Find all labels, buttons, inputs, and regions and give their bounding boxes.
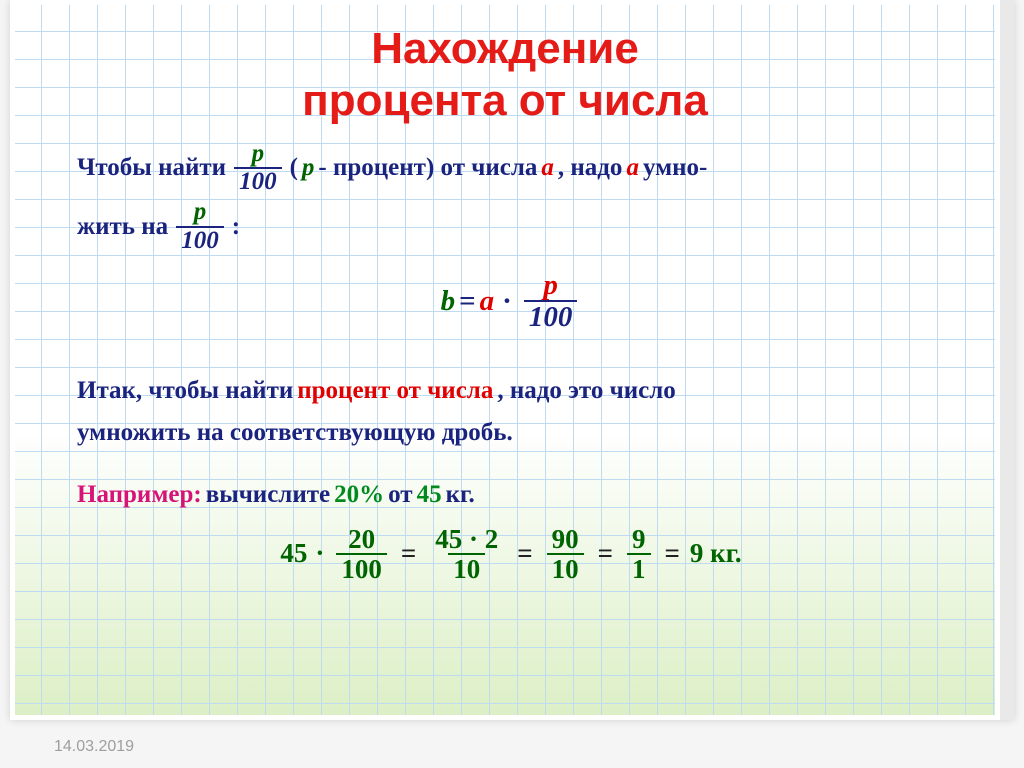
value-percent: 20% bbox=[334, 475, 384, 515]
numerator: 9 bbox=[627, 525, 651, 553]
denominator: 100 bbox=[524, 300, 578, 332]
text-segment: Итак, чтобы найти bbox=[77, 371, 293, 411]
title-line-1: Нахождение bbox=[371, 24, 639, 73]
numerator: 90 bbox=[547, 525, 584, 553]
text-segment: - процент) от числа bbox=[318, 148, 537, 188]
equals: = bbox=[459, 278, 476, 324]
calc-value: 45 bbox=[280, 532, 307, 575]
example-label: Например: bbox=[77, 475, 202, 515]
rule-line-1: Итак, чтобы найти процент от числа , над… bbox=[77, 371, 945, 411]
denominator: 10 bbox=[547, 553, 584, 583]
text-segment: кг. bbox=[446, 475, 475, 515]
numerator: p bbox=[189, 199, 212, 225]
slide-date: 14.03.2019 bbox=[54, 738, 134, 756]
text-segment: Чтобы найти bbox=[77, 148, 226, 188]
text-segment: , надо это число bbox=[497, 371, 675, 411]
dot-operator: · bbox=[498, 278, 516, 324]
denominator: 100 bbox=[336, 553, 387, 583]
equals: = bbox=[659, 532, 686, 575]
dot-operator: · bbox=[311, 532, 328, 575]
var-a: a bbox=[480, 278, 495, 324]
text-segment: умножить на соответствующую дробь. bbox=[77, 413, 513, 453]
text-segment: от bbox=[388, 475, 412, 515]
fraction-p-over-100: p 100 bbox=[524, 270, 578, 333]
rule-line-2: умножить на соответствующую дробь. bbox=[77, 413, 945, 453]
slide-title: Нахождение процента от числа bbox=[15, 5, 995, 137]
text-segment: умно- bbox=[643, 148, 707, 188]
denominator: 1 bbox=[627, 553, 651, 583]
sentence-1-line-1: Чтобы найти p 100 ( p - процент) от числ… bbox=[77, 141, 945, 196]
example-calculation: 45 · 20 100 = 45 · 2 10 = 90 10 = bbox=[77, 525, 945, 584]
var-b: b bbox=[441, 278, 456, 324]
slide-content: Чтобы найти p 100 ( p - процент) от числ… bbox=[15, 137, 995, 584]
equals: = bbox=[511, 532, 538, 575]
fraction-p-over-100: p 100 bbox=[176, 199, 224, 254]
text-segment: вычислите bbox=[206, 475, 330, 515]
text-segment: , надо bbox=[558, 148, 623, 188]
equals: = bbox=[592, 532, 619, 575]
slide-grid-bg: Нахождение процента от числа Чтобы найти… bbox=[15, 5, 995, 715]
equals: = bbox=[395, 532, 422, 575]
denominator: 10 bbox=[448, 553, 485, 583]
fraction: 45 · 2 10 bbox=[430, 525, 503, 584]
fraction-p-over-100: p 100 bbox=[234, 141, 282, 196]
fraction: 90 10 bbox=[547, 525, 584, 584]
slide-container: Нахождение процента от числа Чтобы найти… bbox=[10, 0, 1014, 720]
var-p: p bbox=[302, 148, 315, 188]
var-a: a bbox=[541, 148, 554, 188]
sentence-1-line-2: жить на p 100 : bbox=[77, 199, 945, 254]
text-segment: ( bbox=[290, 148, 298, 188]
denominator: 100 bbox=[176, 226, 224, 254]
numerator: p bbox=[538, 270, 563, 300]
text-segment: : bbox=[232, 207, 240, 247]
text-segment: жить на bbox=[77, 207, 168, 247]
text-segment-highlight: процент от числа bbox=[297, 371, 493, 411]
formula-main: b = a · p 100 bbox=[77, 270, 945, 333]
denominator: 100 bbox=[234, 167, 282, 195]
example-prompt: Например: вычислите 20% от 45 кг. bbox=[77, 475, 945, 515]
value-number: 45 bbox=[417, 475, 442, 515]
numerator: 45 · 2 bbox=[430, 525, 503, 553]
numerator: 20 bbox=[343, 525, 380, 553]
calc-result: 9 кг. bbox=[690, 532, 742, 575]
fraction: 20 100 bbox=[336, 525, 387, 584]
numerator: p bbox=[247, 141, 270, 167]
title-line-2: процента от числа bbox=[302, 76, 708, 125]
var-a: a bbox=[626, 148, 639, 188]
fraction: 9 1 bbox=[627, 525, 651, 584]
